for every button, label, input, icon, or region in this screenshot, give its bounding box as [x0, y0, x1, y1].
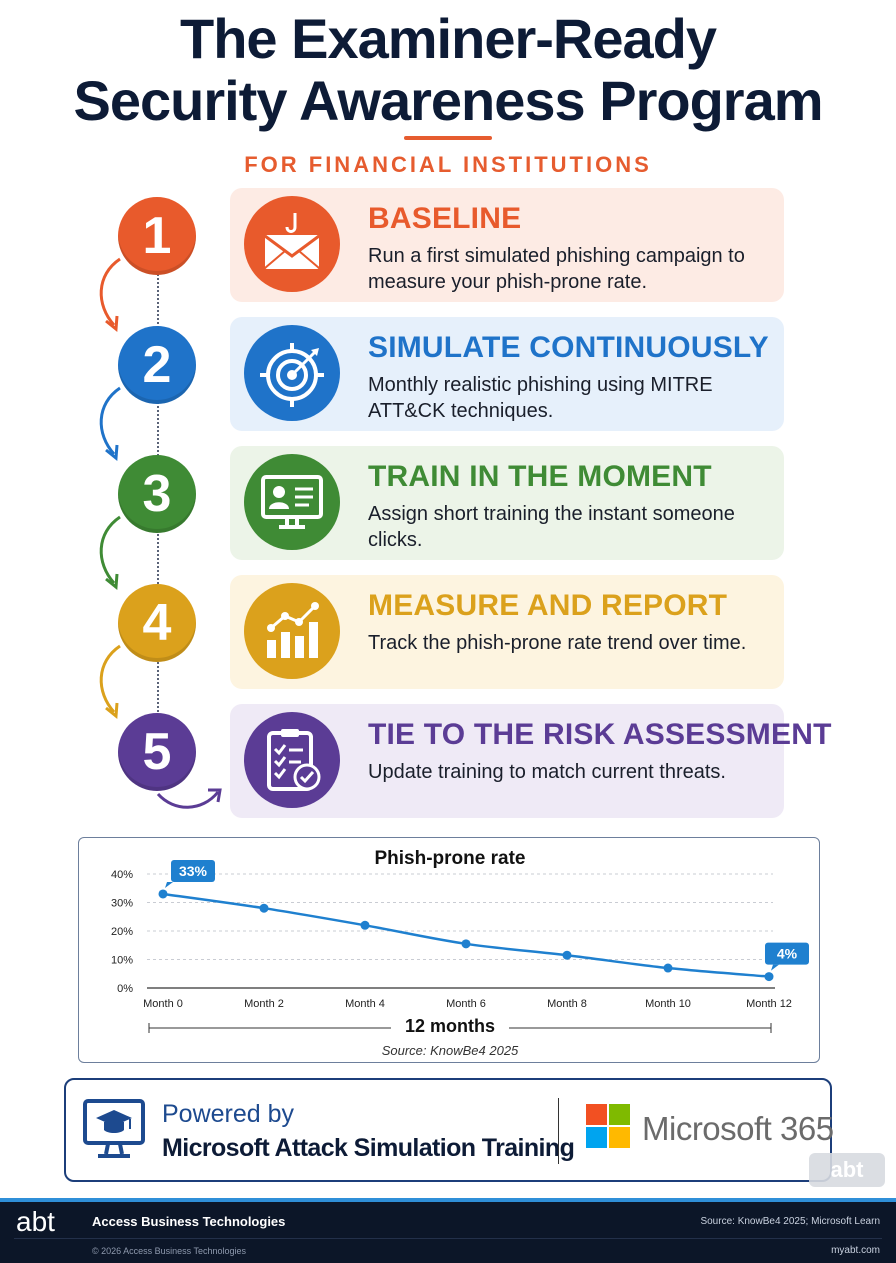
x-tick-label: Month 10 — [645, 998, 691, 1010]
powered-by-banner: Powered by Microsoft Attack Simulation T… — [64, 1078, 834, 1182]
step-number-3: 3 — [118, 455, 196, 533]
footer-source: Source: KnowBe4 2025; Microsoft Learn — [700, 1216, 880, 1227]
arrow-2-to-3-icon — [99, 386, 121, 461]
callout-pointer — [771, 964, 779, 971]
data-label: 4% — [777, 946, 798, 962]
data-point — [562, 950, 572, 960]
x-tick-label: Month 0 — [143, 998, 183, 1010]
y-tick-label: 30% — [111, 898, 133, 910]
phish-prone-chart: 0% 10% 20% 30% 40% Month 0 Month 2 Month 4 Month… — [78, 837, 820, 1063]
value-callout — [171, 859, 215, 882]
svg-text:abt: abt — [16, 1208, 55, 1237]
training-monitor-icon — [244, 454, 340, 550]
step-card-train: TRAIN IN THE MOMENT Assign short trainin… — [230, 446, 784, 560]
microsoft-logo-icon — [586, 1104, 630, 1148]
page-title-line1: The Examiner-Ready — [180, 7, 717, 70]
step-title: MEASURE AND REPORT — [368, 589, 728, 622]
footer-company: Access Business Technologies — [92, 1214, 286, 1229]
x-tick-label: Month 12 — [746, 998, 792, 1010]
footer: abt Access Business Technologies Source:… — [0, 1198, 896, 1263]
step-description: Run a first simulated phishing campaign … — [368, 245, 745, 293]
step-description: Update training to match current threats… — [368, 761, 726, 783]
data-point — [158, 889, 168, 899]
step-title: BASELINE — [368, 202, 522, 235]
step-description: Track the phish-prone rate trend over ti… — [368, 632, 747, 654]
product-name: Microsoft Attack Simulation Training — [162, 1134, 575, 1162]
footer-website-link[interactable]: myabt.com — [831, 1245, 880, 1256]
chart-canvas: 0% 10% 20% 30% 40% Month 0 Month 2 Month 4 Month… — [111, 859, 809, 1033]
y-tick-label: 10% — [111, 955, 133, 967]
banner-divider — [558, 1098, 559, 1164]
footer-copyright: © 2026 Access Business Technologies — [92, 1246, 247, 1256]
x-tick-label: Month 4 — [345, 998, 385, 1010]
x-tick-label: Month 2 — [244, 998, 284, 1010]
y-tick-label: 0% — [117, 983, 133, 995]
x-tick-label: Month 6 — [446, 998, 486, 1010]
microsoft-365-brand: Microsoft 365 — [642, 1110, 834, 1147]
step-card-measure: MEASURE AND REPORT Track the phish-prone… — [230, 575, 784, 689]
page-title-line2: Security Awareness Program — [73, 69, 823, 132]
step-number-5: 5 — [118, 713, 196, 791]
y-tick-label: 20% — [111, 926, 133, 938]
powered-by-label: Powered by — [162, 1100, 295, 1128]
step-number-2: 2 — [118, 326, 196, 404]
step-description: Assign short training the instant someon… — [368, 503, 735, 551]
chart-span-label: 12 months — [79, 1016, 821, 1037]
step-title: SIMULATE CONTINUOUSLY — [368, 331, 769, 364]
step-number-1: 1 — [118, 197, 196, 275]
footer-accent-bar — [0, 1198, 896, 1202]
data-point — [461, 939, 471, 949]
checklist-icon — [244, 712, 340, 808]
step-card-baseline: BASELINE Run a first simulated phishing … — [230, 188, 784, 302]
series-line — [162, 892, 770, 978]
arrow-3-to-4-icon — [99, 515, 121, 590]
phishing-email-icon — [244, 196, 340, 292]
graduation-monitor-icon — [83, 1099, 145, 1158]
step-description: Monthly realistic phishing using MITRE A… — [368, 374, 713, 422]
abt-watermark: abt — [809, 1153, 885, 1187]
title-divider — [404, 136, 492, 140]
data-point — [360, 920, 370, 930]
page-subtitle: FOR FINANCIAL INSTITUTIONS — [244, 152, 652, 177]
callout-pointer — [165, 881, 173, 888]
step-card-simulate: SIMULATE CONTINUOUSLY Monthly realistic … — [230, 317, 784, 431]
bar-chart-icon — [244, 583, 340, 679]
step-card-risk: TIE TO THE RISK ASSESSMENT Update traini… — [230, 704, 831, 818]
arrow-4-to-5-icon — [99, 644, 121, 719]
arrow-5-to-card-icon — [156, 788, 222, 809]
data-point — [764, 972, 774, 982]
abt-logo: abt — [16, 1208, 55, 1237]
value-callout — [765, 942, 809, 965]
arrow-1-to-2-icon — [99, 257, 121, 332]
data-point — [259, 903, 269, 913]
step-title: TIE TO THE RISK ASSESSMENT — [368, 718, 832, 751]
data-point — [663, 963, 673, 973]
step-number-4: 4 — [118, 584, 196, 662]
x-tick-label: Month 8 — [547, 998, 587, 1010]
chart-title: Phish-prone rate — [374, 848, 526, 869]
data-label: 33% — [179, 863, 208, 879]
step-title: TRAIN IN THE MOMENT — [368, 460, 712, 493]
chart-source: Source: KnowBe4 2025 — [381, 1043, 519, 1058]
target-icon — [244, 325, 340, 421]
footer-divider — [14, 1238, 882, 1239]
y-tick-label: 40% — [111, 869, 133, 881]
